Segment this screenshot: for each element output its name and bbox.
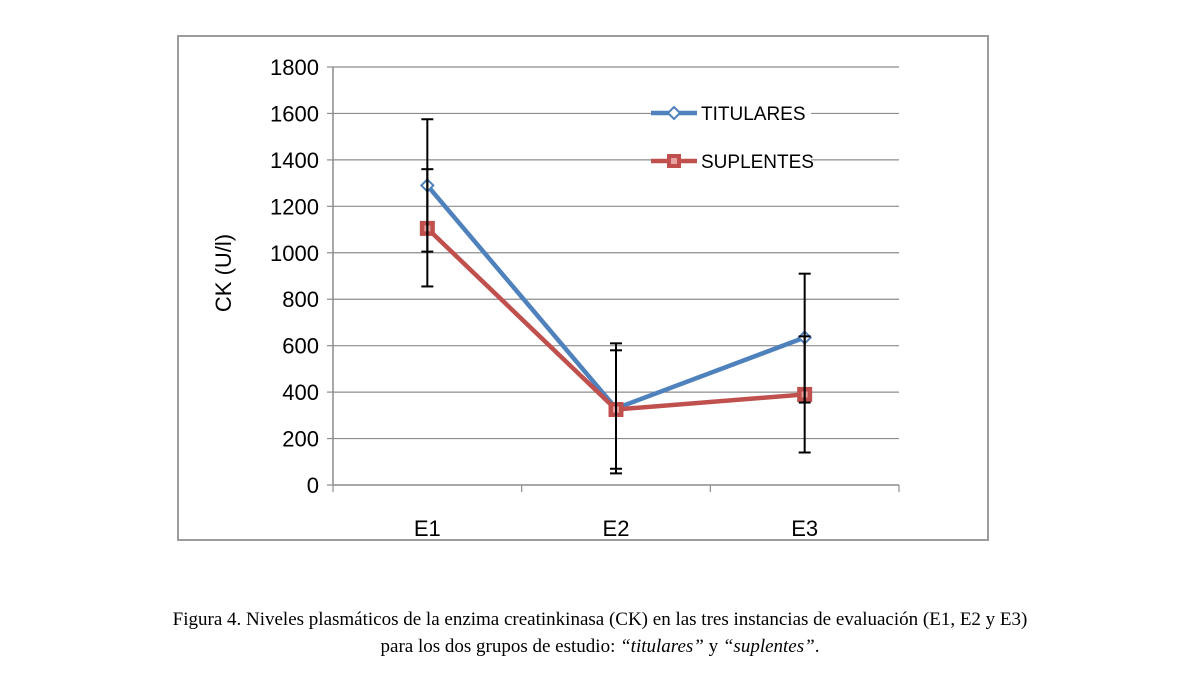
legend-label-suplentes: SUPLENTES xyxy=(701,152,814,173)
line-chart: 0 200 400 600 800 1000 1200 1400 1600 1800 E1 E2 E3… xyxy=(211,55,900,539)
caption-group-2: “suplentes” xyxy=(722,636,815,657)
axes xyxy=(327,66,900,492)
y-tick-label: 1600 xyxy=(270,101,319,126)
legend-marker-highlight xyxy=(671,158,677,164)
y-tick-label: 800 xyxy=(282,287,319,312)
y-tick-label: 1400 xyxy=(270,148,319,173)
legend-label-titulares: TITULARES xyxy=(701,104,806,125)
series xyxy=(419,118,813,475)
y-tick-labels: 0 200 400 600 800 1000 1200 1400 1600 1800 xyxy=(270,55,319,498)
caption-connector: y xyxy=(703,636,723,657)
caption-line-1: Figura 4. Niveles plasmáticos de la enzi… xyxy=(172,609,1028,630)
y-tick-label: 200 xyxy=(282,427,319,452)
y-tick-label: 400 xyxy=(282,380,319,405)
y-tick-label: 1000 xyxy=(270,241,319,266)
caption-line-2: para los dos grupos de estudio: “titular… xyxy=(0,633,1200,660)
caption-end: . xyxy=(814,636,820,657)
x-tick-label: E2 xyxy=(603,516,630,539)
y-tick-label: 1200 xyxy=(270,194,319,219)
caption-group-1: “titulares” xyxy=(620,636,704,657)
chart-frame: 0 200 400 600 800 1000 1200 1400 1600 1800 E1 E2 E3… xyxy=(177,35,989,541)
legend-marker-titulares xyxy=(666,105,682,121)
y-tick-label: 1800 xyxy=(270,55,319,80)
figure-caption: Figura 4. Niveles plasmáticos de la enzi… xyxy=(0,606,1200,660)
x-tick-label: E3 xyxy=(791,516,818,539)
y-tick-label: 0 xyxy=(307,473,319,498)
y-axis-title: CK (U/l) xyxy=(211,234,236,312)
y-tick-label: 600 xyxy=(282,334,319,359)
x-tick-label: E1 xyxy=(414,516,441,539)
x-tick-labels: E1 E2 E3 xyxy=(414,516,818,539)
caption-prefix: para los dos grupos de estudio: xyxy=(380,636,621,657)
legend: TITULARES SUPLENTES xyxy=(651,99,814,175)
